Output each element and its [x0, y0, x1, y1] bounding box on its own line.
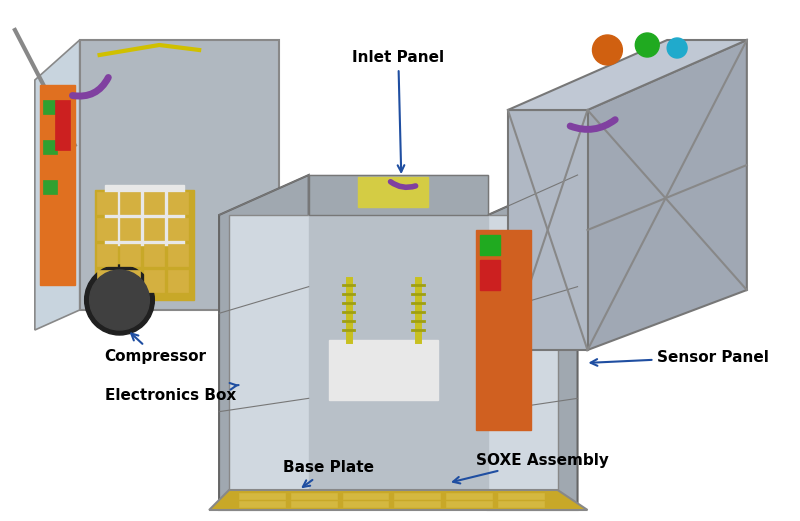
Polygon shape	[229, 215, 558, 490]
Bar	[40, 85, 74, 285]
Text: SOXE Assembly: SOXE Assembly	[453, 453, 609, 483]
Bar	[121, 244, 141, 266]
Polygon shape	[488, 175, 578, 510]
Bar	[394, 493, 440, 499]
Bar	[290, 493, 337, 499]
Bar	[239, 493, 285, 499]
Text: Base Plate: Base Plate	[283, 461, 374, 487]
Bar	[94, 190, 194, 300]
Text: Sensor Panel: Sensor Panel	[590, 350, 769, 366]
Bar	[394, 501, 440, 507]
Bar	[105, 185, 184, 245]
Bar	[97, 218, 117, 240]
Bar	[480, 235, 500, 255]
Bar	[144, 192, 164, 214]
Bar	[121, 270, 141, 292]
Bar	[144, 244, 164, 266]
Polygon shape	[587, 40, 747, 350]
Bar	[342, 493, 388, 499]
Bar	[121, 218, 141, 240]
Bar	[290, 501, 337, 507]
Bar	[97, 244, 117, 266]
Bar	[97, 192, 117, 214]
Bar	[309, 175, 488, 490]
Bar	[168, 192, 188, 214]
FancyArrowPatch shape	[570, 120, 615, 129]
FancyArrowPatch shape	[73, 78, 108, 96]
Polygon shape	[309, 175, 488, 215]
Polygon shape	[508, 40, 747, 110]
Circle shape	[90, 270, 150, 330]
Bar	[498, 493, 544, 499]
Polygon shape	[209, 490, 587, 510]
Bar	[121, 192, 141, 214]
Polygon shape	[80, 40, 279, 310]
Circle shape	[593, 35, 622, 65]
Bar	[43, 140, 57, 154]
Bar	[168, 244, 188, 266]
Bar	[168, 218, 188, 240]
Bar	[43, 100, 57, 114]
Bar	[43, 180, 57, 194]
Text: Compressor: Compressor	[105, 333, 206, 364]
Polygon shape	[35, 40, 80, 330]
Circle shape	[85, 265, 154, 335]
Text: Electronics Box: Electronics Box	[105, 383, 238, 403]
Bar	[498, 501, 544, 507]
Bar	[342, 501, 388, 507]
Bar	[446, 493, 492, 499]
Bar	[168, 270, 188, 292]
Bar	[97, 270, 117, 292]
Bar	[144, 270, 164, 292]
Bar	[329, 340, 438, 400]
Bar	[480, 260, 500, 290]
FancyArrowPatch shape	[390, 182, 416, 188]
Polygon shape	[508, 110, 587, 350]
Polygon shape	[219, 175, 309, 510]
Circle shape	[635, 33, 659, 57]
Bar	[144, 218, 164, 240]
Bar	[54, 100, 70, 150]
Circle shape	[667, 38, 687, 58]
Text: Inlet Panel: Inlet Panel	[352, 51, 444, 172]
Bar	[476, 230, 530, 430]
Bar	[358, 177, 428, 207]
Bar	[446, 501, 492, 507]
Bar	[239, 501, 285, 507]
